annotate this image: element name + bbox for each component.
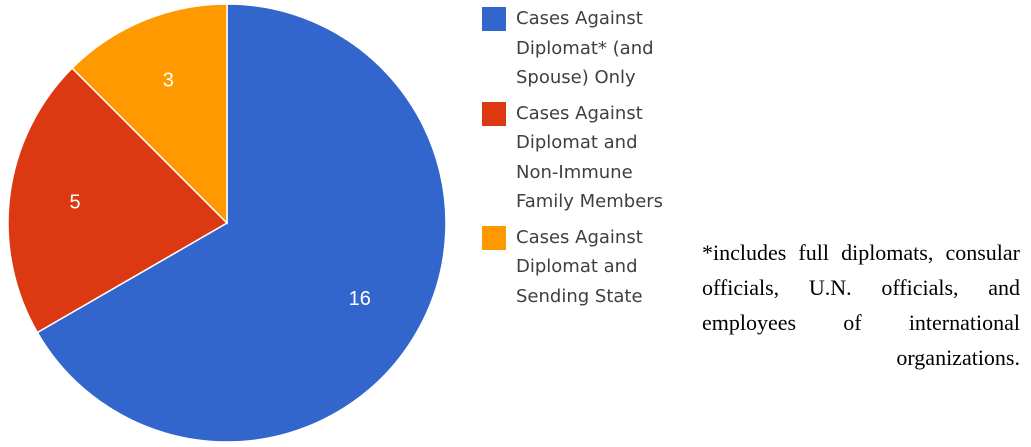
- pie-slice-3: [71, 3, 228, 225]
- legend-swatch: [482, 7, 506, 31]
- legend-label: Cases Against Diplomat and Non-Immune Fa…: [516, 102, 664, 213]
- pie-slice-1: [36, 3, 447, 443]
- pie-slices: [7, 3, 447, 443]
- legend-swatch: [482, 225, 506, 250]
- legend-item-1: Cases Against Diplomat* (and Spouse) Onl…: [482, 4, 702, 93]
- footnote: *includes full diplomats, consular offic…: [702, 240, 1020, 370]
- legend-item-2: Cases Against Diplomat and Non-Immune Fa…: [482, 99, 702, 217]
- pie-slice-2: [7, 67, 229, 334]
- slice-value-label-2: 5: [69, 191, 80, 213]
- chart-legend: Cases Against Diplomat* (and Spouse) Onl…: [482, 4, 702, 317]
- slice-value-label-3: 3: [163, 70, 174, 92]
- legend-label: Cases Against Diplomat* (and Spouse) Onl…: [516, 8, 654, 88]
- legend-swatch: [482, 101, 506, 126]
- legend-label: Cases Against Diplomat and Sending State: [516, 226, 643, 307]
- legend-item-3: Cases Against Diplomat and Sending State: [482, 223, 702, 312]
- slice-value-label-1: 16: [349, 288, 371, 310]
